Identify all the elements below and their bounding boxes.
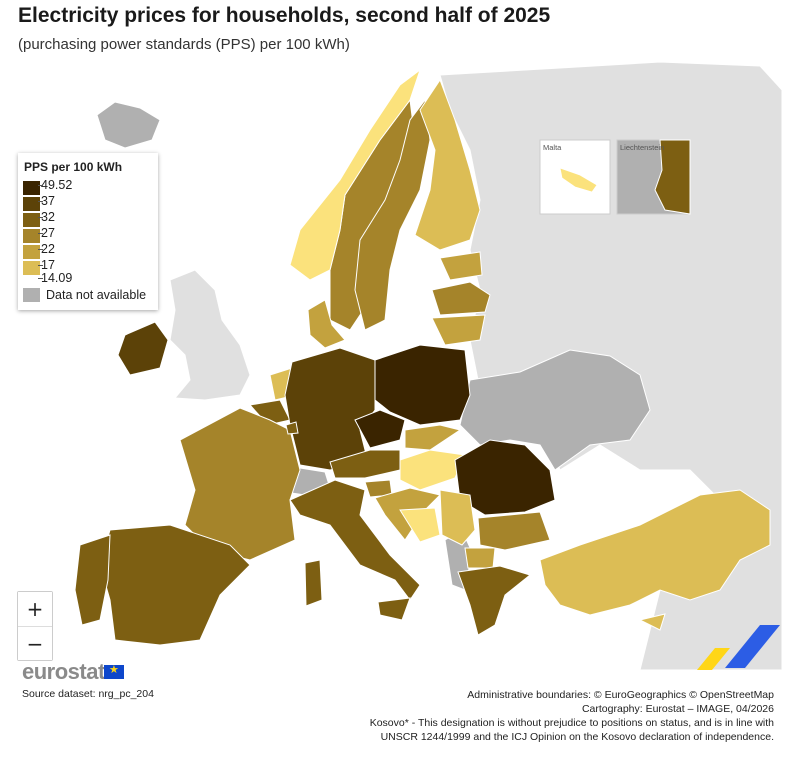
- country-sardinia: [304, 559, 323, 607]
- country-italy: [289, 479, 421, 601]
- country-luxembourg: [285, 421, 299, 435]
- legend-tick: 49.52: [37, 178, 73, 192]
- credit-line: Administrative boundaries: © EuroGeograp…: [467, 689, 774, 701]
- liechtenstein-inset-label: Liechtenstein: [620, 143, 664, 152]
- country-germany: [284, 347, 376, 471]
- legend-swatch-6: [23, 261, 40, 275]
- map-canvas[interactable]: Malta Liechtenstein: [0, 60, 802, 670]
- uk-landmass: [169, 269, 251, 401]
- legend-tick: 22: [38, 242, 55, 256]
- country-finland: [414, 78, 481, 251]
- eurostat-corner-mark: [697, 625, 780, 670]
- country-turkey: [539, 489, 771, 616]
- zoom-out-button[interactable]: −: [18, 626, 52, 660]
- country-slovakia: [404, 424, 462, 451]
- country-norway-coast: [289, 68, 421, 281]
- legend-swatch-2: [23, 197, 40, 211]
- legend-tick: 27: [38, 226, 55, 240]
- zoom-control: + −: [17, 591, 53, 661]
- legend-swatch-5: [23, 245, 40, 259]
- iceland-landmass: [96, 101, 161, 149]
- country-bulgaria: [477, 511, 551, 551]
- map-title: Electricity prices for households, secon…: [18, 4, 551, 27]
- credit-line: UNSCR 1244/1999 and the ICJ Opinion on t…: [380, 731, 774, 743]
- legend-na-swatch: [23, 288, 40, 302]
- country-hungary: [399, 449, 466, 491]
- country-serbia: [439, 489, 476, 546]
- map-subtitle: (purchasing power standards (PPS) per 10…: [18, 36, 350, 53]
- country-denmark: [307, 299, 346, 349]
- legend-swatch-1: [23, 181, 40, 195]
- legend-swatch-4: [23, 229, 40, 243]
- legend-tick: 14.09: [37, 271, 73, 285]
- country-czechia: [354, 409, 406, 449]
- malta-inset: Malta: [539, 139, 611, 215]
- country-france: [179, 407, 301, 561]
- country-estonia: [439, 251, 483, 281]
- country-cyprus: [638, 613, 666, 631]
- eurostat-logo: eurostat: [22, 659, 105, 684]
- country-sweden: [354, 98, 431, 331]
- country-poland: [374, 344, 471, 426]
- country-lithuania: [431, 314, 486, 346]
- country-latvia: [431, 281, 491, 316]
- legend-swatch-3: [23, 213, 40, 227]
- country-portugal: [74, 534, 111, 626]
- legend-tick: 17: [38, 258, 55, 272]
- credit-line: Cartography: Eurostat – IMAGE, 04/2026: [581, 703, 774, 715]
- zoom-in-button[interactable]: +: [18, 592, 52, 626]
- legend-na-label: Data not available: [46, 288, 147, 302]
- map-legend: PPS per 100 kWh 49.52 37 32 27 22 17 14.…: [18, 153, 158, 310]
- malta-inset-label: Malta: [543, 143, 562, 152]
- legend-title: PPS per 100 kWh: [24, 160, 123, 174]
- europe-map[interactable]: Malta Liechtenstein: [0, 60, 802, 670]
- map-credits: Administrative boundaries: © EuroGeograp…: [314, 688, 774, 744]
- country-sicily: [377, 597, 411, 621]
- credit-line: Kosovo* - This designation is without pr…: [369, 717, 774, 729]
- liechtenstein-inset: Liechtenstein: [616, 139, 691, 215]
- legend-tick: 37: [38, 194, 55, 208]
- country-ireland: [117, 321, 169, 376]
- source-dataset: Source dataset: nrg_pc_204: [22, 688, 154, 700]
- eu-flag-icon: [104, 663, 124, 679]
- country-greece: [457, 565, 532, 636]
- legend-tick: 32: [38, 210, 55, 224]
- country-bosnia: [399, 507, 441, 543]
- country-north-macedonia: [464, 547, 496, 569]
